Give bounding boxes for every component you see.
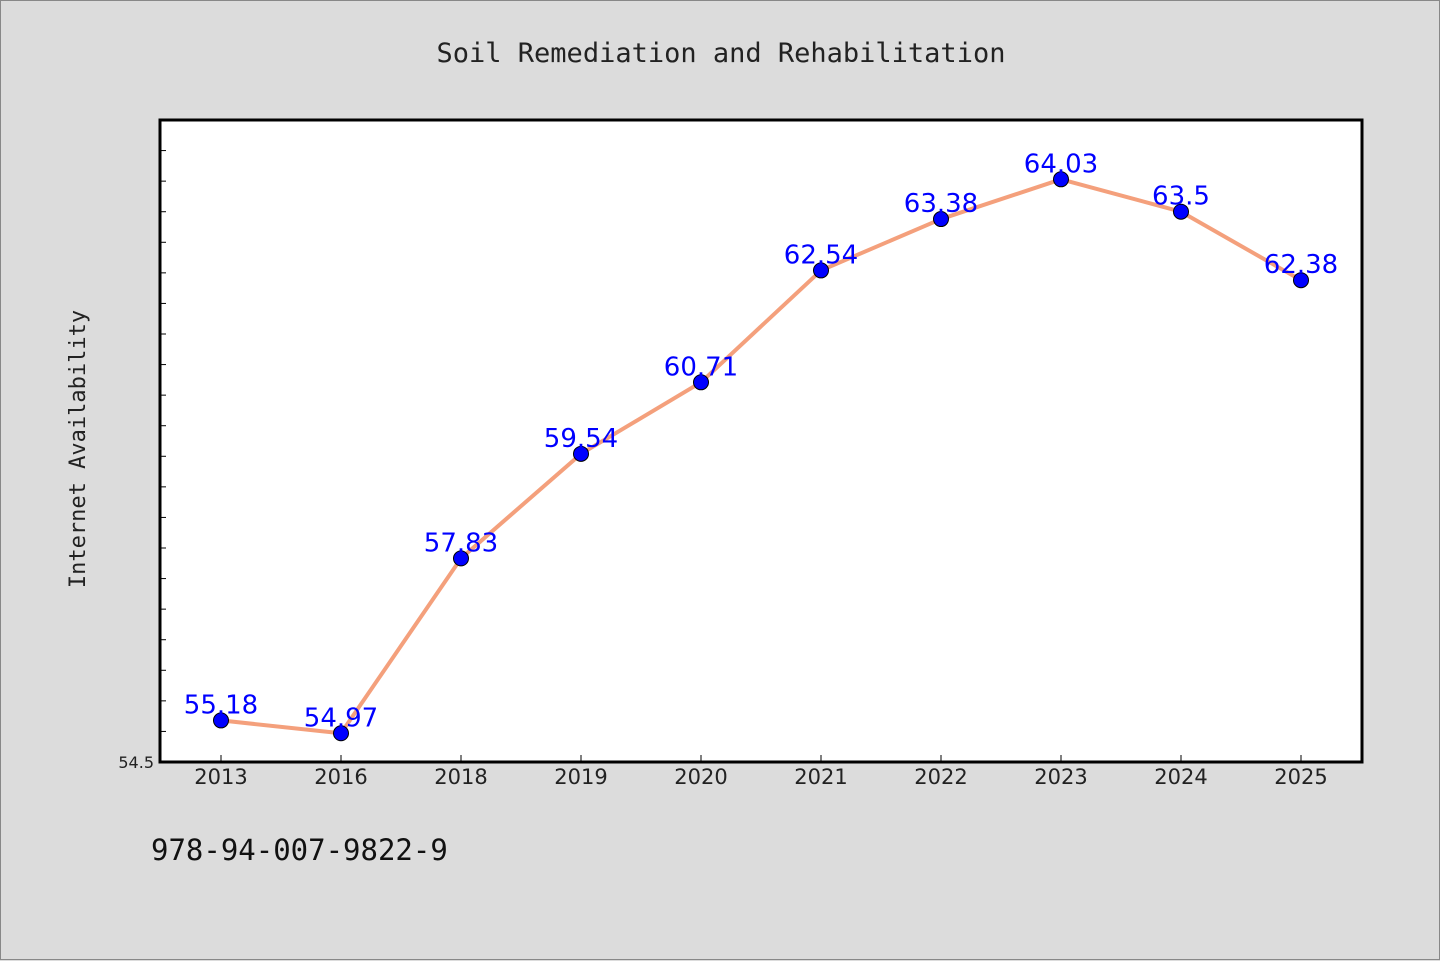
data-label: 63.5: [1152, 182, 1210, 212]
data-point: [813, 262, 829, 279]
series-lines: [220, 177, 1302, 736]
data-point: [333, 725, 349, 742]
x-tick-label: 2021: [794, 765, 847, 789]
data-point: [573, 445, 589, 462]
x-tick-label: 2022: [914, 765, 967, 789]
data-points: [213, 171, 1309, 742]
data-label: 57.83: [424, 528, 498, 558]
x-axis-ticks: 2013 2016 2018 2019 2020 2021 2022 2023 2024 2025: [194, 755, 1328, 789]
data-label: 60.71: [664, 352, 738, 382]
data-point: [1053, 171, 1069, 188]
plot-area: [158, 118, 1364, 764]
data-label: 59.54: [544, 424, 618, 454]
data-point: [933, 211, 949, 228]
y-axis-tick-labels: 54.5: [118, 753, 154, 772]
x-tick-label: 2019: [554, 765, 607, 789]
y-axis-label: Internet Availability: [66, 310, 91, 588]
data-label: 54.97: [304, 703, 378, 733]
data-label: 62.54: [784, 240, 858, 270]
chart-title: Soil Remediation and Rehabilitation: [437, 38, 1006, 69]
x-tick-label: 2024: [1154, 765, 1207, 789]
data-point: [213, 712, 229, 729]
data-point: [1293, 272, 1309, 289]
y-tick-label: 54.5: [118, 753, 154, 772]
data-label: 55.18: [184, 690, 258, 720]
x-tick-label: 2020: [674, 765, 727, 789]
x-tick-label: 2018: [434, 765, 487, 789]
data-point: [1173, 203, 1189, 220]
data-point: [453, 550, 469, 567]
data-label: 63.38: [904, 189, 978, 219]
x-tick-label: 2025: [1274, 765, 1327, 789]
data-labels: 55.18 54.97 57.83 59.54 60.71 62.54 63.38 64.03…: [184, 149, 1338, 733]
data-point: [693, 374, 709, 391]
data-label: 62.38: [1264, 250, 1338, 280]
series-line: [220, 177, 1302, 736]
x-tick-label: 2013: [194, 765, 247, 789]
data-label: 64.03: [1024, 149, 1098, 179]
x-tick-label: 2016: [314, 765, 367, 789]
isbn-footer: 978-94-007-9822-9: [151, 833, 448, 867]
x-tick-label: 2023: [1034, 765, 1087, 789]
y-axis-ticks: [160, 119, 166, 763]
